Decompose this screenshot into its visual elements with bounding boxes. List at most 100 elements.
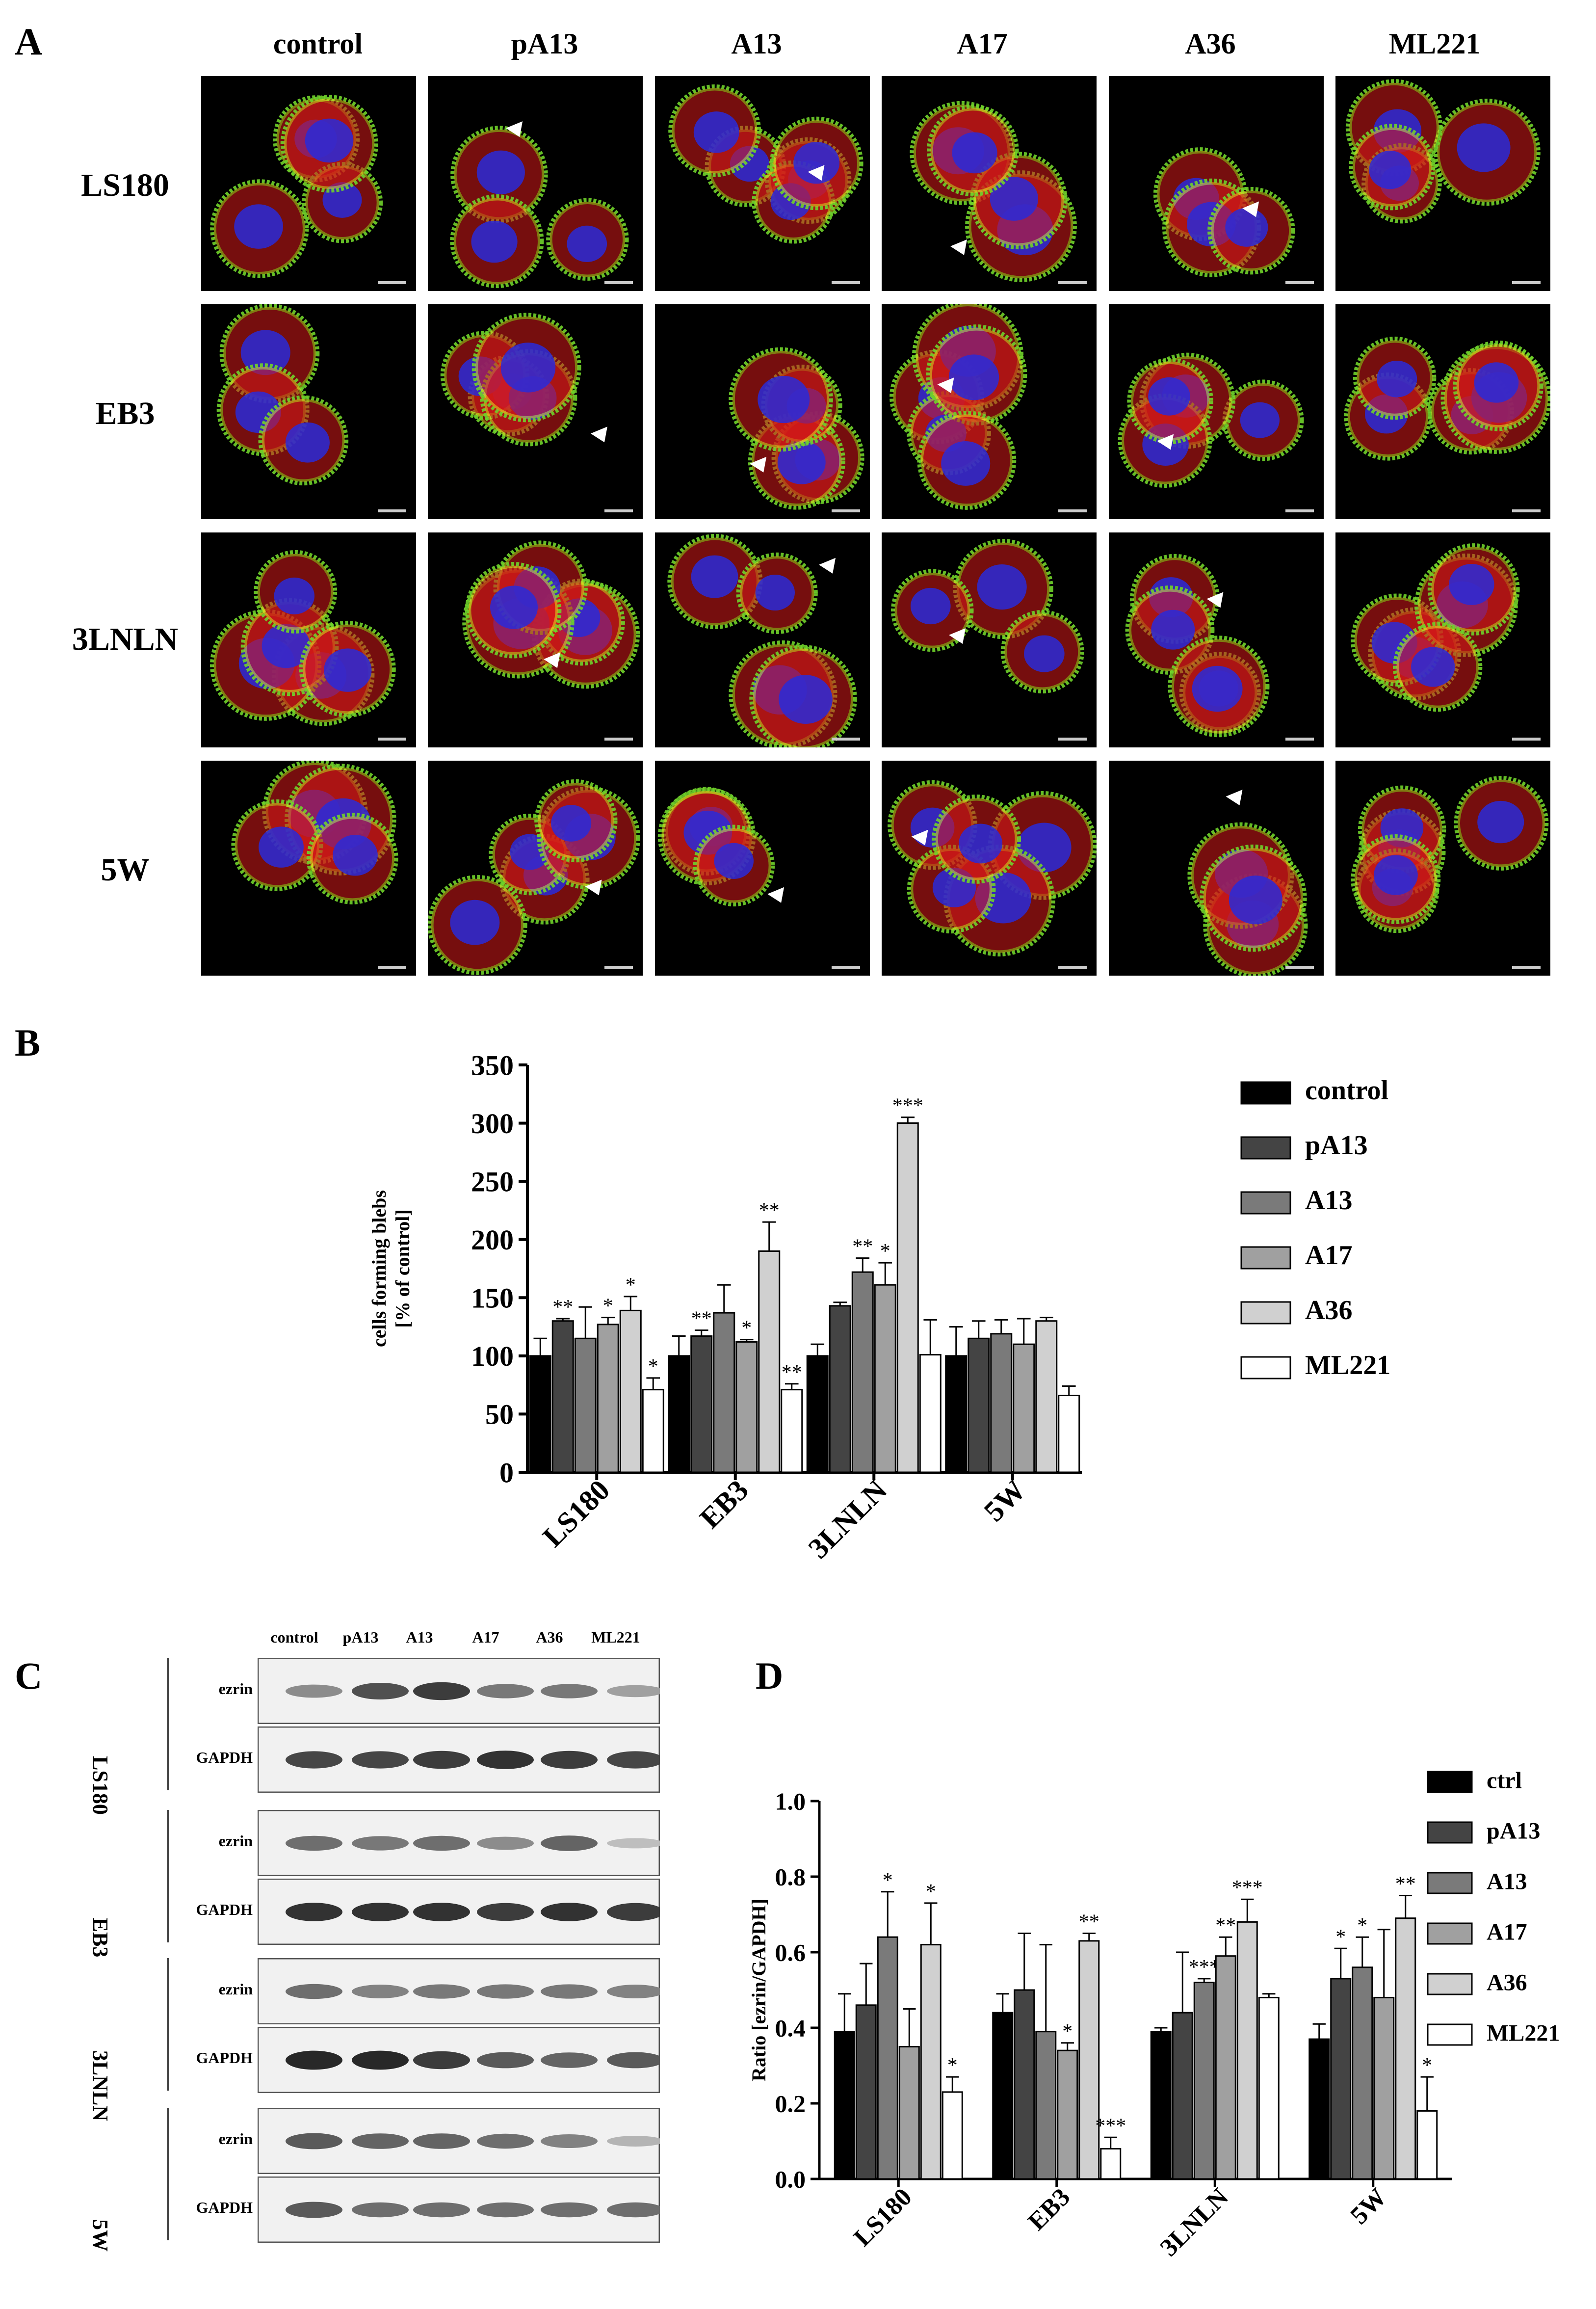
cell xyxy=(1392,622,1483,712)
legend-swatch-a17 xyxy=(1240,1246,1291,1270)
y-tick-label: 150 xyxy=(471,1282,514,1314)
blot-band xyxy=(607,2136,660,2147)
y-tick-label: 100 xyxy=(471,1340,514,1372)
blot-cell-line-label: LS180 xyxy=(88,1756,112,1815)
bar-pa13-3lnln xyxy=(1172,2012,1193,2180)
band-label: ezrin xyxy=(218,2130,253,2148)
micrograph-3lnln-a36 xyxy=(1109,532,1324,747)
scale-bar xyxy=(604,509,633,512)
blot-band xyxy=(286,1751,342,1769)
cell xyxy=(280,95,378,193)
y-tick-label: 0.6 xyxy=(775,1939,806,1966)
significance-label: * xyxy=(883,1869,893,1892)
significance-label: *** xyxy=(1095,2115,1126,2137)
micrograph-3lnln-pa13 xyxy=(428,532,643,747)
cell xyxy=(1433,99,1541,206)
band-label: GAPDH xyxy=(196,1749,253,1766)
column-header-ml221: ML221 xyxy=(1388,27,1481,60)
cell xyxy=(231,799,323,891)
scale-bar xyxy=(378,738,406,741)
significance-label: * xyxy=(1357,1914,1367,1937)
panel-b-bar-chart: 0 50 100 150 200 250 300 350 cells forming blebs… xyxy=(368,1049,1390,1565)
bar-pa13-eb3 xyxy=(1014,1989,1035,2180)
bar-pa13-5w xyxy=(1330,1978,1352,2180)
blot-band xyxy=(286,1984,342,1999)
bar-ml221-5w xyxy=(1058,1394,1080,1473)
micrograph-eb3-a36 xyxy=(1109,304,1324,519)
bar-a13-5w xyxy=(1352,1966,1373,2180)
blot-band xyxy=(413,2051,470,2070)
cell xyxy=(1427,543,1520,636)
cell xyxy=(917,410,1017,510)
category-label-5w: 5W xyxy=(978,1474,1032,1528)
legend-label-a13: A13 xyxy=(1305,1185,1352,1216)
bar-a13-ls180 xyxy=(877,1936,898,2180)
cell xyxy=(210,179,309,278)
legend-swatch-pa13 xyxy=(1427,1821,1473,1844)
bar-control-eb3 xyxy=(668,1355,690,1473)
bar-control-3lnln xyxy=(806,1355,829,1473)
bar-a13-5w xyxy=(990,1333,1013,1473)
bar-ml221-3lnln xyxy=(1258,1996,1280,2180)
ezrin-blot-strip xyxy=(258,2108,660,2174)
y-tick-label: 1.0 xyxy=(775,1788,806,1815)
y-tick-label: 200 xyxy=(471,1224,514,1256)
row-header-5w: 5W xyxy=(101,852,150,888)
bar-ml221-eb3 xyxy=(781,1389,803,1473)
micrograph-3lnln-control xyxy=(201,532,416,747)
micrograph-eb3-ml221 xyxy=(1335,304,1550,519)
micrograph-3lnln-a17 xyxy=(882,532,1097,747)
cell xyxy=(1200,844,1307,952)
cell xyxy=(299,620,396,717)
bar-pa13-ls180 xyxy=(855,2004,877,2180)
band-label: GAPDH xyxy=(196,2049,253,2067)
significance-label: * xyxy=(1062,2020,1073,2043)
arrowhead-icon xyxy=(767,887,785,903)
column-header-control: control xyxy=(273,27,363,60)
micrograph-eb3-a17 xyxy=(882,304,1097,519)
arrowhead-icon xyxy=(819,557,836,574)
cell xyxy=(736,552,818,634)
blot-cell-line-label: EB3 xyxy=(88,1917,112,1958)
cell xyxy=(1222,379,1304,461)
cell xyxy=(926,324,1027,426)
band-label: GAPDH xyxy=(196,2199,253,2216)
legend-swatch-a36 xyxy=(1427,1973,1473,1995)
lane-label-a13: A13 xyxy=(406,1628,433,1646)
legend-label-control: control xyxy=(1305,1075,1388,1106)
significance-label: * xyxy=(1422,2054,1432,2077)
significance-label: ** xyxy=(852,1236,873,1258)
micrograph-3lnln-a13 xyxy=(655,532,870,747)
micrograph-ls180-control xyxy=(201,76,416,291)
bar-pa13-ls180 xyxy=(551,1320,574,1473)
blot-cell-line-label: 3LNLN xyxy=(88,2050,112,2122)
cell xyxy=(1454,776,1549,871)
gapdh-blot-strip xyxy=(258,2176,660,2243)
blot-band xyxy=(607,1903,660,1921)
bar-ml221-ls180 xyxy=(642,1389,664,1473)
legend-swatch-a13 xyxy=(1240,1191,1291,1215)
scale-bar xyxy=(1058,738,1087,741)
blot-band xyxy=(477,2202,534,2218)
bar-a13-eb3 xyxy=(713,1312,735,1473)
scale-bar xyxy=(1285,738,1314,741)
significance-label: * xyxy=(626,1274,636,1297)
arrowhead-icon xyxy=(590,426,607,443)
legend-label-ml221: ML221 xyxy=(1305,1350,1390,1380)
significance-label: ** xyxy=(782,1361,802,1384)
scale-bar xyxy=(604,738,633,741)
significance-label: * xyxy=(926,1881,936,1903)
cell xyxy=(953,539,1053,639)
column-header-a13: A13 xyxy=(731,27,782,60)
legend-label-ctrl: ctrl xyxy=(1487,1768,1522,1794)
y-tick-label: 350 xyxy=(471,1049,514,1081)
bar-a13-eb3 xyxy=(1035,2031,1057,2180)
row-header-eb3: EB3 xyxy=(95,396,155,431)
legend-label-a17: A17 xyxy=(1305,1240,1352,1271)
y-tick-label: 0.2 xyxy=(775,2090,806,2118)
significance-label: ** xyxy=(759,1199,780,1222)
micrograph-5w-ml221 xyxy=(1335,761,1550,976)
legend-swatch-ml221 xyxy=(1240,1356,1291,1380)
column-header-a17: A17 xyxy=(957,27,1008,60)
significance-label: *** xyxy=(1232,1877,1263,1899)
